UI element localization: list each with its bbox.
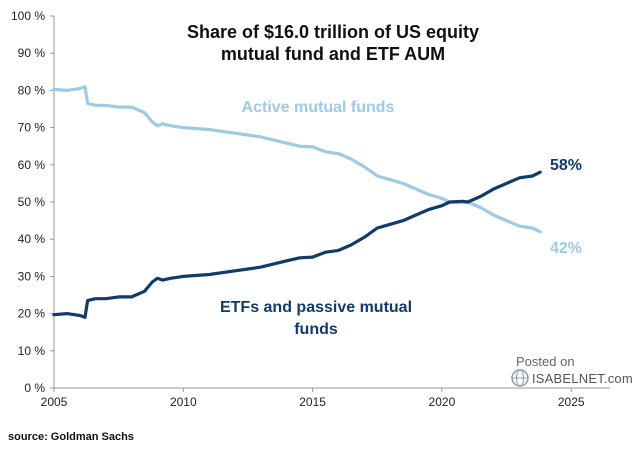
x-tick-label: 2025 (558, 395, 585, 409)
y-tick-label: 30 % (18, 269, 46, 283)
x-tick-label: 2005 (41, 395, 68, 409)
y-tick-label: 80 % (18, 83, 46, 97)
globe-icon (511, 369, 529, 387)
series-layer (52, 85, 542, 319)
y-tick-label: 10 % (18, 344, 46, 358)
y-tick-label: 50 % (18, 195, 46, 209)
x-tick-label: 2010 (170, 395, 197, 409)
x-tick-label: 2015 (299, 395, 326, 409)
watermark-brand[interactable]: ISABELNET.com (532, 371, 633, 386)
x-tick-label: 2020 (429, 395, 456, 409)
axes: 0 % 10 % 20 % 30 % 40 % 50 % 60 % 70 % 80 % 90 % 1… (11, 9, 610, 409)
source-note: source: Goldman Sachs (8, 431, 134, 443)
y-tick-label: 60 % (18, 158, 46, 172)
end-label-active: 42% (550, 240, 582, 257)
chart-title: Share of $16.0 trillion of US equitymutu… (187, 22, 479, 64)
end-label-passive: 58% (550, 157, 582, 174)
watermark-posted: Posted on (516, 354, 575, 369)
watermark: Posted on ISABELNET.com (510, 352, 640, 402)
y-tick-label: 100 % (11, 9, 45, 23)
y-tick-label: 0 % (24, 381, 45, 395)
annotations: Active mutual funds ETFs and passive mutu… (220, 99, 582, 338)
series-line-passive (52, 170, 542, 319)
series-label-active: Active mutual funds (242, 99, 395, 116)
chart-title-line: mutual fund and ETF AUM (221, 44, 445, 64)
y-tick-label: 20 % (18, 307, 46, 321)
series-label-passive: funds (294, 321, 338, 338)
y-tick-label: 70 % (18, 121, 46, 135)
y-tick-label: 90 % (18, 46, 46, 60)
y-tick-label: 40 % (18, 232, 46, 246)
series-label-passive: ETFs and passive mutual (220, 299, 412, 316)
chart-title-line: Share of $16.0 trillion of US equity (187, 22, 479, 42)
